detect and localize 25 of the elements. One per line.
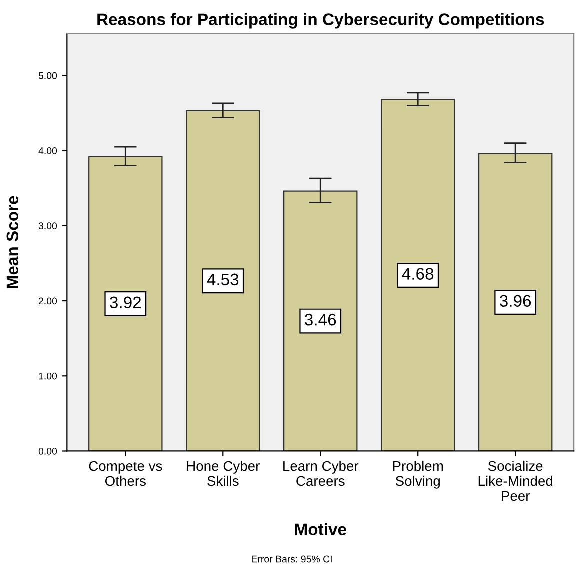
bar bbox=[284, 190, 358, 452]
x-tick-label: Learn Cyber Careers bbox=[284, 460, 359, 486]
bar bbox=[478, 153, 553, 452]
x-tick-label: Socialize Like-Minded Peer bbox=[478, 460, 553, 502]
y-tick-label: 5.00 bbox=[38, 72, 58, 80]
y-tick-label: 2.00 bbox=[39, 298, 58, 305]
x-axis-title: Motive bbox=[295, 523, 346, 536]
x-tick-label: Hone Cyber Skills bbox=[187, 460, 260, 486]
y-tick-label: 4.00 bbox=[38, 148, 58, 154]
data-label: 4.53 bbox=[207, 274, 239, 286]
y-axis-title: Mean Score bbox=[6, 196, 19, 288]
x-tick-label: Problem Solving bbox=[393, 460, 444, 489]
y-tick-label: 1.00 bbox=[39, 372, 58, 380]
data-label: 3.46 bbox=[305, 314, 336, 326]
text: Error Bars: 95% CI bbox=[252, 556, 332, 563]
chart-title: Reasons for Participating in Cybersecurity Competitions bbox=[98, 13, 544, 29]
data-label: 3.92 bbox=[110, 296, 142, 308]
data-label: 4.68 bbox=[402, 268, 434, 280]
x-tick-label: Compete vs Others bbox=[89, 461, 162, 486]
data-label: 3.96 bbox=[500, 295, 532, 307]
bar bbox=[380, 99, 456, 452]
y-tick-label: 0.00 bbox=[38, 448, 58, 455]
bar bbox=[186, 110, 260, 452]
bar bbox=[88, 156, 163, 452]
y-tick-label: 3.00 bbox=[38, 222, 58, 230]
